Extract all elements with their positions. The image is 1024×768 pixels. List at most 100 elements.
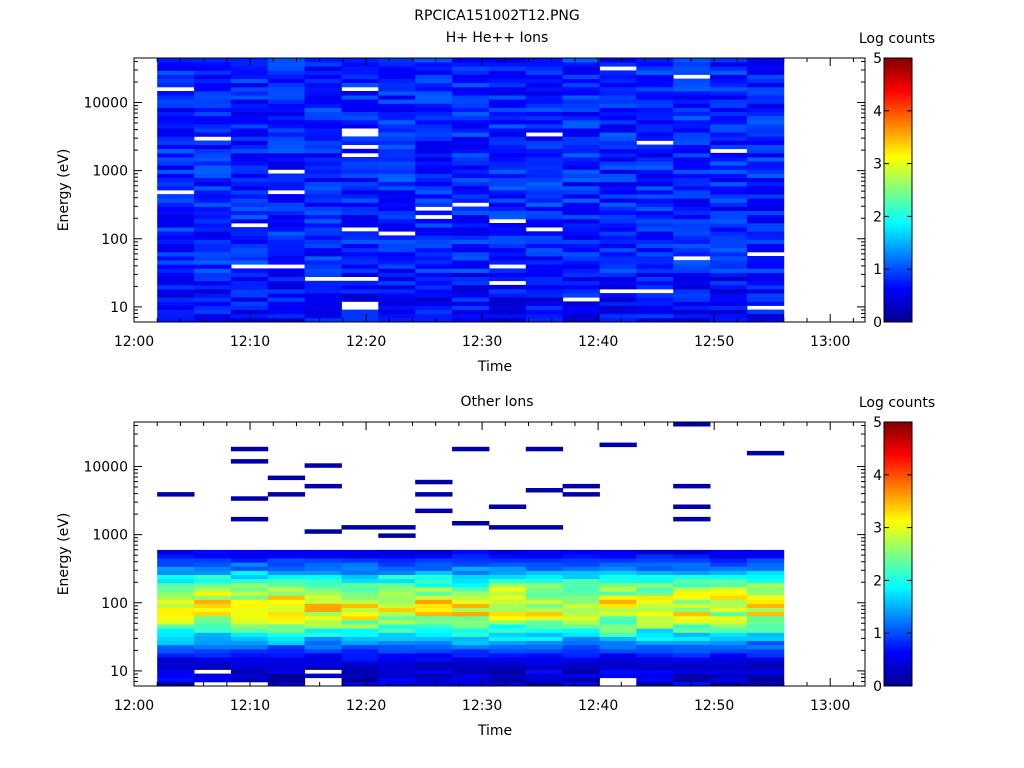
heatmap-cell [230,144,269,150]
heatmap-cell [415,62,453,67]
heatmap-cell [194,628,232,633]
heatmap-cell [746,309,785,315]
heatmap-cell [378,161,416,166]
heatmap-cell [746,570,785,575]
heatmap-cell [194,648,232,654]
heatmap-cell [673,624,711,629]
heatmap-cell [267,161,306,166]
heatmap-cell [599,70,637,75]
heatmap-cell [562,574,600,580]
heatmap-cell [341,640,379,646]
heatmap-cell [267,615,306,621]
heatmap-cell [710,313,748,319]
heatmap-cell [746,210,785,216]
heatmap-cell [304,665,342,670]
heatmap-cell [746,185,785,191]
heatmap-cell [194,148,232,154]
heatmap-cell [562,653,600,658]
heatmap-cell [341,78,379,84]
heatmap-cell [562,132,600,137]
heatmap-cell [267,624,306,629]
heatmap-cell [452,206,490,211]
heatmap-cell [452,309,490,315]
heatmap-cell [488,144,527,150]
heatmap-cell [452,124,490,129]
heatmap-cell [599,218,637,224]
heatmap-cell [304,239,342,244]
heatmap-cell [378,603,416,608]
heatmap-cell [194,251,232,257]
heatmap-cell [341,223,379,228]
heatmap-cell [415,297,453,302]
heatmap-cell [230,566,269,571]
heatmap-cell [636,669,674,674]
heatmap-cell [378,673,416,679]
heatmap-cell [710,317,748,323]
heatmap-cell [452,239,490,244]
heatmap-cell [378,632,416,637]
heatmap-cell [267,181,306,187]
heatmap-cell [267,272,306,277]
heatmap-cell [304,260,342,265]
heatmap-cell [562,181,600,187]
heatmap-cell [341,198,379,203]
heatmap-cell [599,636,637,641]
heatmap-cell [341,161,379,166]
heatmap-cell [452,677,490,683]
heatmap-cell [157,66,195,71]
heatmap-cell [415,251,453,257]
heatmap-cell [673,210,711,216]
heatmap-cell [341,231,379,236]
heatmap-cell [230,136,269,141]
heatmap-cell [267,247,306,253]
heatmap-cell [304,562,342,567]
heatmap-cell [157,136,195,141]
heatmap-cell [304,578,342,584]
heatmap-cell [230,276,269,282]
heatmap-cell [341,202,379,207]
heatmap-cell [599,210,637,216]
heatmap-cell [746,587,785,592]
heatmap-cell [341,628,379,633]
heatmap-cell [304,58,342,63]
heatmap-cell [378,243,416,249]
heatmap-cell [415,574,453,580]
heatmap-cell [488,136,527,141]
panel-title: H+ He++ Ions [446,30,549,46]
heatmap-cell [230,181,269,187]
heatmap-cell [562,313,600,319]
heatmap-cell [562,99,600,104]
heatmap-cell [746,624,785,629]
heatmap-cell [341,190,379,195]
heatmap-cell [636,272,674,277]
heatmap-cell [525,558,564,563]
heatmap-cell [452,107,490,112]
heatmap-cell [746,243,785,249]
heatmap-cell [230,459,269,464]
heatmap-cell [230,140,269,145]
heatmap-cell [230,632,269,637]
heatmap-cell [415,181,453,187]
heatmap-cell [599,574,637,580]
heatmap-cell [452,665,490,670]
heatmap-cell [636,227,674,232]
heatmap-cell [378,140,416,145]
heatmap-cell [599,132,637,137]
heatmap-cell [452,591,490,596]
heatmap-cell [746,115,785,121]
heatmap-cell [378,309,416,315]
heatmap-cell [673,280,711,286]
heatmap-cell [452,648,490,654]
heatmap-cell [599,578,637,584]
heatmap-cell [525,260,564,265]
heatmap-cell [488,119,527,125]
heatmap-cell [157,115,195,121]
heatmap-cell [378,181,416,187]
heatmap-cell [230,611,269,617]
heatmap-cell [378,177,416,183]
heatmap-cell [267,632,306,637]
heatmap-cell [267,173,306,178]
heatmap-cell [415,198,453,203]
heatmap-cell [488,620,527,625]
heatmap-cell [746,293,785,298]
